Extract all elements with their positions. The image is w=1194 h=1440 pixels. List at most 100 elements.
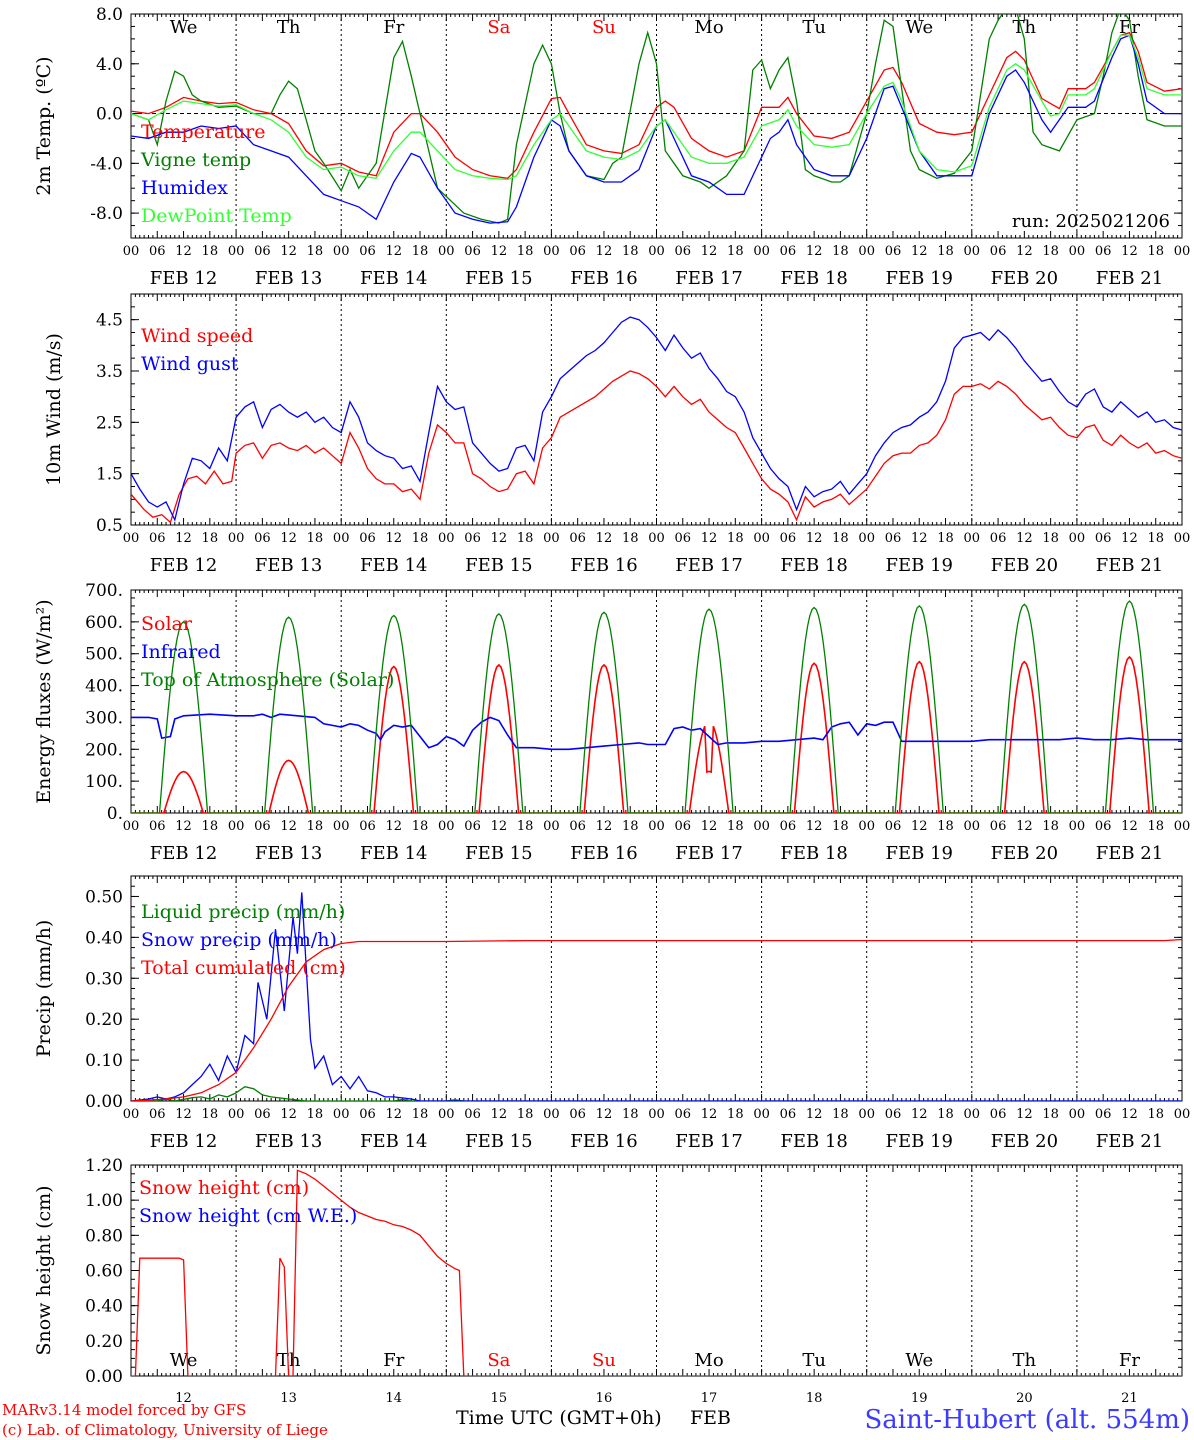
- hour-label: 00: [964, 1107, 981, 1122]
- date-label: FEB 15: [465, 843, 532, 864]
- weekday-label: Sa: [487, 1350, 510, 1371]
- date-label: FEB 18: [780, 843, 847, 864]
- y-tick-label: 1.20: [85, 1156, 123, 1176]
- hour-label: 00: [123, 1107, 140, 1122]
- hour-label: 18: [412, 244, 429, 259]
- legend-snow-1: Snow height (cm W.E.): [139, 1205, 357, 1227]
- hour-label: 12: [1121, 244, 1138, 259]
- hour-label: 06: [149, 1107, 166, 1122]
- y-tick-label: 0.: [107, 804, 123, 824]
- series-group: [131, 14, 1182, 224]
- weekday-label: Sa: [487, 17, 510, 38]
- y-axis-label: Snow height (cm): [33, 1185, 55, 1355]
- hour-label: 00: [1069, 1107, 1086, 1122]
- y-tick-label: 0.60: [85, 1262, 123, 1282]
- hour-label: 18: [307, 1107, 324, 1122]
- y-tick-label: 8.0: [96, 5, 123, 25]
- hour-label: 06: [464, 244, 481, 259]
- day-number-label: 19: [911, 1391, 928, 1406]
- date-label: FEB 21: [1096, 1131, 1163, 1152]
- date-label: FEB 16: [570, 843, 637, 864]
- date-label: FEB 15: [465, 1131, 532, 1152]
- hour-label: 12: [491, 244, 508, 259]
- hour-label: 00: [1174, 531, 1191, 546]
- hour-label: 18: [727, 244, 744, 259]
- y-tick-label: 0.20: [85, 1010, 123, 1030]
- date-label: FEB 17: [675, 843, 742, 864]
- date-label: FEB 16: [570, 1131, 637, 1152]
- hour-label: 12: [1016, 819, 1033, 834]
- y-tick-label: 600.: [85, 613, 123, 633]
- hour-label: 12: [280, 819, 297, 834]
- y-tick-label: 0.80: [85, 1226, 123, 1246]
- weekday-label: We: [905, 17, 933, 38]
- weekday-label: Fr: [383, 1350, 404, 1371]
- day-number-label: 13: [280, 1391, 297, 1406]
- hour-label: 06: [464, 1107, 481, 1122]
- hour-label: 06: [780, 244, 797, 259]
- hour-label: 06: [1095, 1107, 1112, 1122]
- hour-label: 00: [228, 1107, 245, 1122]
- y-tick-label: 1.00: [85, 1191, 123, 1211]
- weekday-label: We: [170, 17, 198, 38]
- hour-label: 00: [1069, 819, 1086, 834]
- hour-label: 06: [675, 1107, 692, 1122]
- y-axis-label: Energy fluxes (W/m²): [33, 599, 55, 803]
- date-label: FEB 12: [150, 1131, 217, 1152]
- hour-label: 12: [385, 244, 402, 259]
- hour-label: 12: [280, 244, 297, 259]
- weekday-label: Th: [277, 1350, 301, 1371]
- y-tick-label: 0.5: [96, 516, 123, 536]
- hour-label: 00: [858, 819, 875, 834]
- hour-label: 12: [280, 531, 297, 546]
- hour-label: 06: [675, 819, 692, 834]
- y-tick-label: 0.10: [85, 1051, 123, 1071]
- weekday-label: Fr: [1119, 17, 1140, 38]
- day-number-label: 21: [1121, 1391, 1138, 1406]
- legend-precip-1: Snow precip (mm/h): [141, 929, 337, 951]
- hour-label: 00: [228, 819, 245, 834]
- y-tick-label: 0.50: [85, 887, 123, 907]
- date-label: FEB 13: [255, 843, 322, 864]
- hour-label: 12: [701, 819, 718, 834]
- hour-label: 06: [254, 1107, 271, 1122]
- hour-label: 00: [858, 244, 875, 259]
- hour-label: 12: [806, 1107, 823, 1122]
- hour-label: 06: [1095, 244, 1112, 259]
- hour-label: 06: [569, 531, 586, 546]
- series-line-temp-1: [131, 14, 1182, 224]
- series-line-snow-0: [131, 1169, 1182, 1376]
- legend-energy-2: Top of Atmosphere (Solar): [141, 669, 394, 691]
- hour-label: 00: [228, 244, 245, 259]
- hour-label: 00: [1174, 244, 1191, 259]
- hour-label: 00: [438, 531, 455, 546]
- y-tick-label: 0.40: [85, 1297, 123, 1317]
- hour-label: 06: [359, 819, 376, 834]
- hour-label: 12: [911, 244, 928, 259]
- series-line-energy-0: [131, 655, 1182, 813]
- hour-label: 18: [1147, 1107, 1164, 1122]
- y-tick-label: 400.: [85, 677, 123, 697]
- hour-label: 00: [543, 531, 560, 546]
- hour-label: 18: [937, 1107, 954, 1122]
- date-label: FEB 14: [360, 268, 427, 289]
- date-label: FEB 12: [150, 555, 217, 576]
- hour-label: 06: [675, 531, 692, 546]
- hour-label: 12: [385, 1107, 402, 1122]
- hour-label: 00: [648, 244, 665, 259]
- hour-label: 00: [753, 531, 770, 546]
- meteogram-panels: -8.0 -4.0 0.0 4.0 8.0 2m Temp. (ºC) We Th Fr Sa Su…: [33, 5, 1191, 1429]
- date-label: FEB 19: [886, 1131, 953, 1152]
- hour-label: 18: [832, 819, 849, 834]
- hour-label: 12: [806, 531, 823, 546]
- x-axis-label: Time UTC (GMT+0h): [456, 1407, 662, 1429]
- run-label: run: 2025021206: [1012, 211, 1170, 232]
- date-label: FEB 19: [886, 268, 953, 289]
- day-number-label: 17: [701, 1391, 718, 1406]
- hour-label: 06: [780, 819, 797, 834]
- hour-label: 18: [307, 244, 324, 259]
- hour-label: 18: [727, 1107, 744, 1122]
- weekday-label: Tu: [802, 1350, 826, 1371]
- date-label: FEB 20: [991, 268, 1058, 289]
- hour-label: 12: [806, 819, 823, 834]
